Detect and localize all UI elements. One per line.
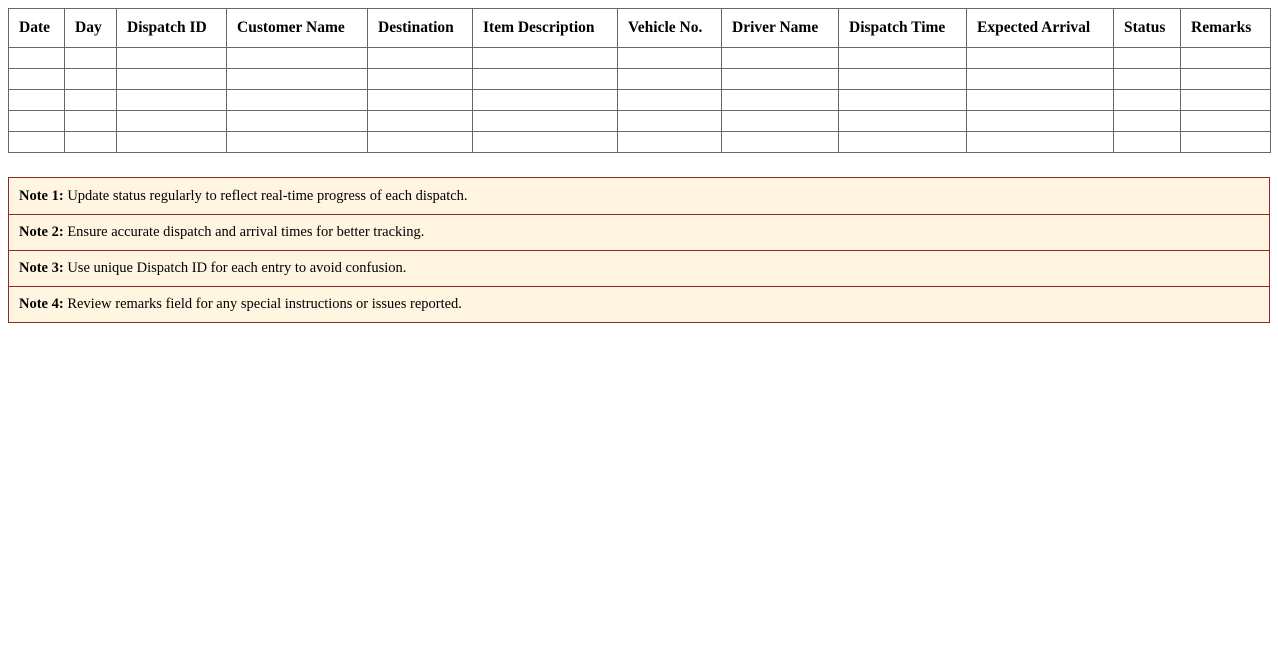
table-cell[interactable] — [226, 47, 368, 69]
table-cell[interactable] — [966, 110, 1114, 132]
table-cell[interactable] — [966, 89, 1114, 111]
note-label: Note 3: — [19, 260, 64, 276]
table-cell[interactable] — [116, 68, 227, 90]
table-row — [8, 110, 1271, 132]
column-header: Day — [64, 8, 117, 48]
table-cell[interactable] — [367, 89, 473, 111]
table-cell[interactable] — [8, 110, 65, 132]
table-cell[interactable] — [617, 110, 722, 132]
table-cell[interactable] — [966, 68, 1114, 90]
note-item: Note 2: Ensure accurate dispatch and arr… — [8, 214, 1270, 251]
column-header: Dispatch ID — [116, 8, 227, 48]
column-header: Status — [1113, 8, 1181, 48]
column-header: Driver Name — [721, 8, 839, 48]
table-cell[interactable] — [721, 110, 839, 132]
table-cell[interactable] — [116, 89, 227, 111]
note-label: Note 1: — [19, 187, 64, 204]
table-cell[interactable] — [367, 68, 473, 90]
table-cell[interactable] — [966, 47, 1114, 69]
table-cell[interactable] — [966, 131, 1114, 153]
table-cell[interactable] — [1113, 47, 1181, 69]
table-cell[interactable] — [1113, 89, 1181, 111]
table-cell[interactable] — [472, 68, 618, 90]
table-cell[interactable] — [226, 89, 368, 111]
table-cell[interactable] — [1180, 110, 1271, 132]
column-header: Expected Arrival — [966, 8, 1114, 48]
table-cell[interactable] — [617, 131, 722, 153]
table-cell[interactable] — [1180, 89, 1271, 111]
table-cell[interactable] — [64, 47, 117, 69]
table-cell[interactable] — [1113, 110, 1181, 132]
table-cell[interactable] — [617, 68, 722, 90]
note-text: Use unique Dispatch ID for each entry to… — [63, 260, 407, 276]
table-cell[interactable] — [472, 110, 618, 132]
column-header: Customer Name — [226, 8, 368, 48]
table-cell[interactable] — [721, 131, 839, 153]
table-cell[interactable] — [472, 131, 618, 153]
column-header: Destination — [367, 8, 473, 48]
table-cell[interactable] — [838, 68, 967, 90]
note-text: Update status regularly to reflect real-… — [63, 187, 468, 204]
table-cell[interactable] — [64, 89, 117, 111]
table-cell[interactable] — [116, 47, 227, 69]
column-header: Vehicle No. — [617, 8, 722, 48]
header-row: Date Day Dispatch ID Customer Name Destinati… — [8, 8, 1271, 48]
table-cell[interactable] — [617, 47, 722, 69]
table-cell[interactable] — [721, 68, 839, 90]
dispatch-table: Date Day Dispatch ID Customer Name Destinati… — [8, 8, 1271, 153]
note-text: Review remarks field for any special ins… — [63, 296, 462, 312]
table-row — [8, 68, 1271, 90]
table-cell[interactable] — [472, 47, 618, 69]
column-header: Remarks — [1180, 8, 1271, 48]
table-cell[interactable] — [1180, 47, 1271, 69]
table-cell[interactable] — [64, 131, 117, 153]
table-cell[interactable] — [226, 68, 368, 90]
table-row — [8, 89, 1271, 111]
table-cell[interactable] — [116, 110, 227, 132]
table-cell[interactable] — [8, 131, 65, 153]
table-cell[interactable] — [721, 89, 839, 111]
table-cell[interactable] — [226, 110, 368, 132]
table-cell[interactable] — [226, 131, 368, 153]
column-header: Date — [8, 8, 65, 48]
table-cell[interactable] — [64, 110, 117, 132]
table-cell[interactable] — [8, 89, 65, 111]
table-cell[interactable] — [367, 47, 473, 69]
note-text: Ensure accurate dispatch and arrival tim… — [63, 224, 425, 240]
table-cell[interactable] — [367, 131, 473, 153]
note-label: Note 2: — [19, 224, 64, 240]
table-cell[interactable] — [838, 89, 967, 111]
table-cell[interactable] — [1113, 131, 1181, 153]
column-header: Dispatch Time — [838, 8, 967, 48]
notes-section: Note 1: Update status regularly to refle… — [8, 177, 1270, 323]
note-item: Note 1: Update status regularly to refle… — [8, 177, 1270, 215]
table-cell[interactable] — [116, 131, 227, 153]
table-cell[interactable] — [838, 47, 967, 69]
table-cell[interactable] — [721, 47, 839, 69]
table-cell[interactable] — [8, 68, 65, 90]
table-cell[interactable] — [472, 89, 618, 111]
table-cell[interactable] — [1113, 68, 1181, 90]
table-cell[interactable] — [1180, 131, 1271, 153]
note-item: Note 3: Use unique Dispatch ID for each … — [8, 250, 1270, 287]
table-cell[interactable] — [838, 110, 967, 132]
table-cell[interactable] — [8, 47, 65, 69]
column-header: Item Description — [472, 8, 618, 48]
table-cell[interactable] — [838, 131, 967, 153]
note-label: Note 4: — [19, 296, 64, 312]
table-cell[interactable] — [64, 68, 117, 90]
table-cell[interactable] — [367, 110, 473, 132]
table-cell[interactable] — [1180, 68, 1271, 90]
table-cell[interactable] — [617, 89, 722, 111]
note-item: Note 4: Review remarks field for any spe… — [8, 286, 1270, 323]
table-row — [8, 131, 1271, 153]
table-row — [8, 47, 1271, 69]
